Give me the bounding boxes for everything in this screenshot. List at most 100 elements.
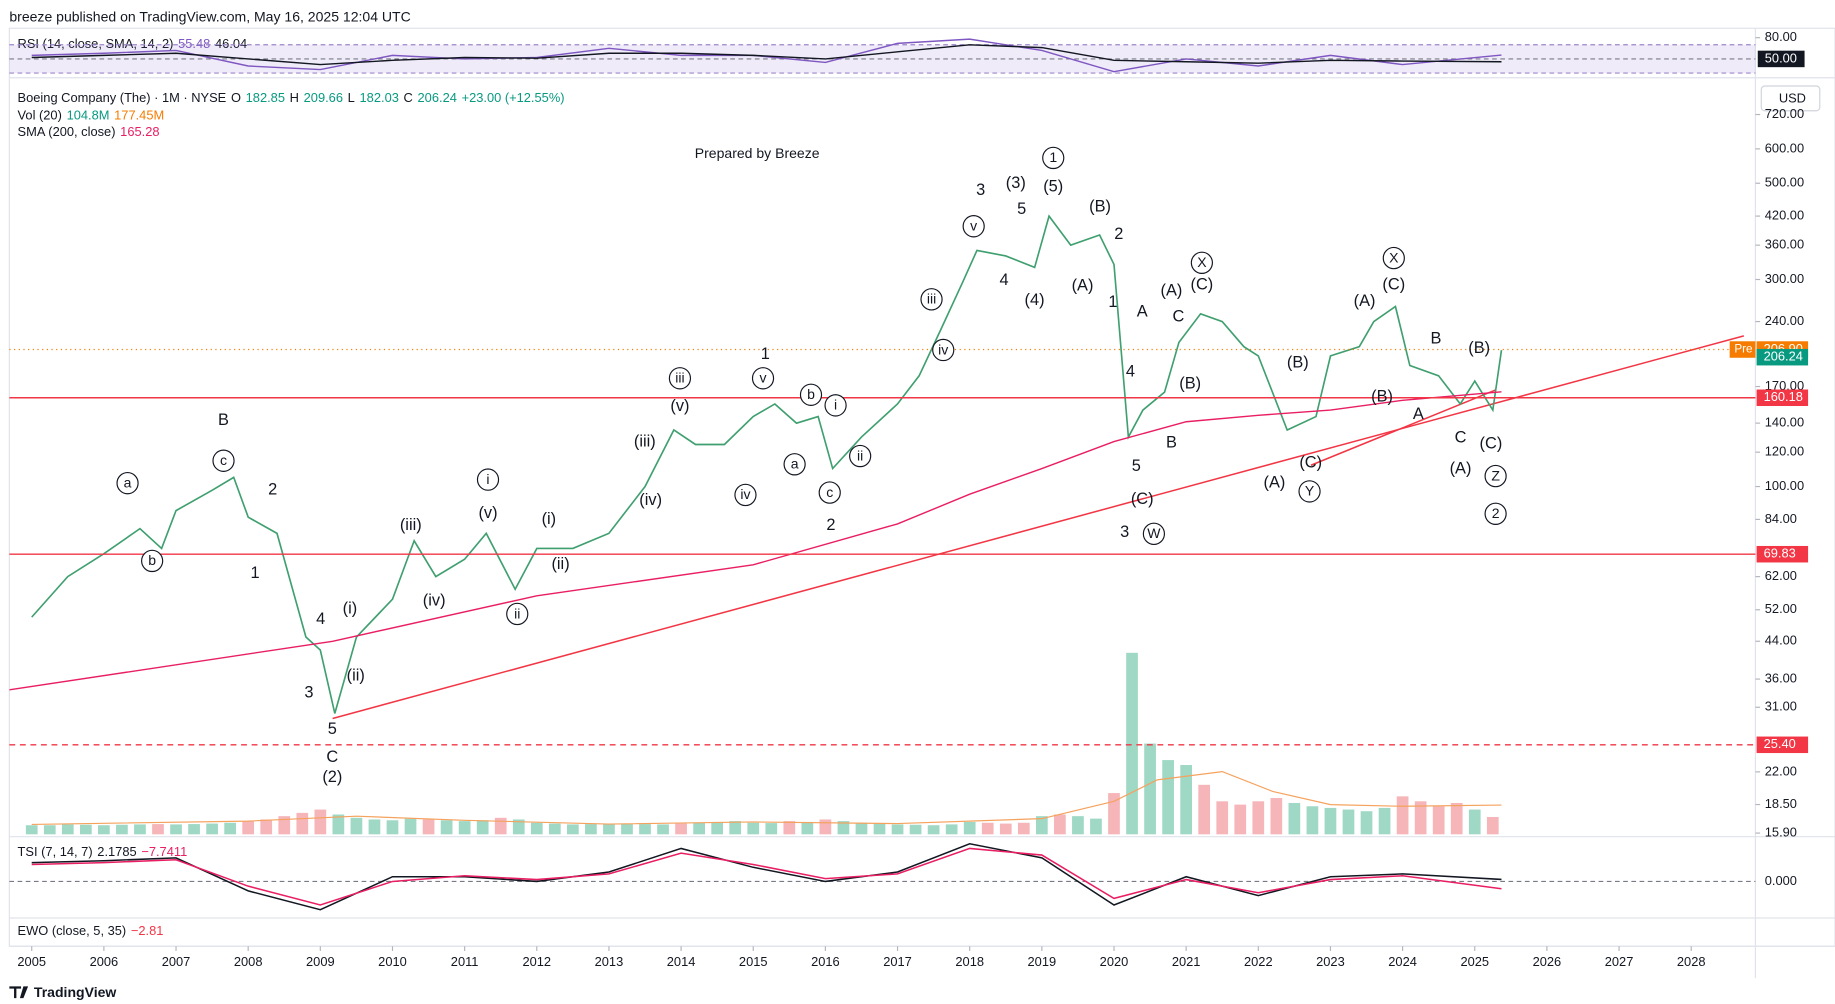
legend-item: O (231, 90, 241, 105)
legend-item: 209.66 (304, 90, 343, 105)
legend-item: H (290, 90, 299, 105)
x-tick-label: 2027 (1605, 954, 1634, 969)
volume-bar (1054, 814, 1066, 835)
wave-label: 2 (826, 516, 835, 534)
volume-bar (206, 823, 218, 835)
published-note: breeze published on TradingView.com, May… (9, 8, 410, 24)
legend-item: EWO (close, 5, 35) (18, 923, 127, 938)
wave-label: 1 (1108, 293, 1117, 311)
wave-circle (799, 383, 823, 406)
wave-label: (C) (1131, 490, 1154, 508)
volume-bar (1252, 801, 1265, 835)
legend-item: 165.28 (120, 125, 159, 140)
volume-bar (440, 820, 453, 835)
x-tick-label: 2019 (1028, 954, 1057, 969)
volume-bar (278, 816, 291, 835)
volume-bar (43, 825, 56, 835)
volume-bar (783, 821, 796, 835)
currency-box[interactable] (1760, 85, 1821, 112)
volume-bar (765, 823, 778, 835)
y-tick-label: 52.00 (1765, 601, 1797, 616)
volume-bar (332, 814, 345, 835)
level-label: 69.83 (1764, 546, 1796, 561)
volume-bar (61, 824, 74, 835)
wave-label: (v) (478, 504, 497, 522)
volume-bar (999, 823, 1012, 835)
wave-label: (4) (1025, 291, 1045, 309)
wave-label: b (148, 552, 156, 568)
wave-label: (ii) (551, 555, 569, 573)
wave-circle (824, 394, 847, 417)
wave-label: iii (927, 291, 936, 307)
volume-bar (1126, 652, 1138, 835)
wave-label: c (220, 452, 227, 468)
wave-circle (476, 468, 500, 491)
wave-label: (i) (343, 600, 358, 618)
wave-label: (A) (1354, 292, 1376, 310)
y-tick-label: 120.00 (1765, 444, 1804, 459)
volume-bar (1090, 818, 1102, 835)
wave-label: (C) (1299, 453, 1322, 471)
legend-item: 2.1785 (97, 845, 136, 860)
trendline (1310, 389, 1496, 466)
x-tick-label: 2018 (955, 954, 984, 969)
wave-circle (962, 215, 985, 238)
legend-item: RSI (14, close, SMA, 14, 2) (18, 36, 174, 51)
wave-circle (1484, 502, 1507, 525)
volume-bar (224, 822, 236, 835)
tsi-tick-label: 0.000 (1765, 873, 1797, 888)
x-tick-label: 2008 (234, 954, 263, 969)
wave-label: X (1389, 249, 1399, 265)
x-tick-label: 2012 (522, 954, 551, 969)
premarket-tag-box (1729, 341, 1756, 358)
wave-label: 4 (316, 610, 325, 628)
wave-label: (B) (1468, 339, 1490, 357)
wave-circle (1484, 464, 1507, 488)
level-label-box (1756, 389, 1809, 407)
wave-label: (5) (1043, 178, 1063, 196)
wave-label: Z (1491, 467, 1500, 483)
wave-label: (A) (1161, 281, 1183, 299)
rsi-tick-label: 80.00 (1765, 29, 1797, 44)
volume-bar (927, 825, 940, 835)
wave-circle (751, 367, 775, 390)
y-tick-label: 44.00 (1765, 633, 1797, 648)
last-price-box (1756, 348, 1809, 366)
wave-label: C (326, 748, 338, 766)
volume-bar (1180, 765, 1192, 835)
wave-label: 1 (251, 564, 260, 582)
legend-item: Boeing Company (The) · 1M · NYSE (18, 90, 227, 105)
wave-label: (C) (1191, 275, 1214, 293)
x-tick-label: 2007 (162, 954, 191, 969)
legend-item: 182.85 (246, 90, 285, 105)
legend-sma: SMA (200, close) 165.28 (18, 125, 160, 140)
level-label: 25.40 (1764, 736, 1796, 751)
wave-circle (212, 449, 235, 472)
volume-bar (603, 824, 615, 835)
volume-bar (152, 824, 164, 835)
volume-bar (891, 824, 904, 835)
y-tick-label: 31.00 (1765, 699, 1797, 714)
volume-bar (350, 817, 363, 835)
volume-bar (530, 822, 543, 835)
x-tick-label: 2006 (90, 954, 119, 969)
wave-label: (ii) (347, 667, 365, 685)
volume-bar (801, 821, 814, 835)
wave-label: a (791, 456, 799, 472)
wave-circle (818, 481, 841, 504)
wave-label: 3 (976, 181, 985, 199)
wave-label: B (1430, 330, 1441, 348)
volume-bar (909, 824, 922, 835)
wave-label: iv (740, 486, 750, 502)
volume-bar (458, 821, 471, 835)
legend-item: 182.03 (360, 90, 399, 105)
currency[interactable]: USD (1779, 90, 1806, 105)
wave-label: 4 (1000, 271, 1009, 289)
x-tick-label: 2010 (378, 954, 407, 969)
legend-vol: Vol (20) 104.8M 177.45M (18, 108, 165, 123)
x-tick-label: 2011 (451, 954, 479, 969)
wave-label: 2 (1114, 225, 1123, 243)
wave-circle (920, 288, 943, 311)
wave-label: 3 (1120, 523, 1129, 541)
